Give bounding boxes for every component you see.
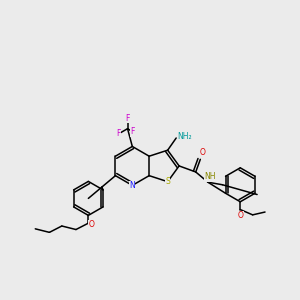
Text: F: F (131, 128, 135, 136)
Text: F: F (116, 130, 121, 139)
Text: NH: NH (204, 172, 215, 182)
Text: N: N (129, 181, 135, 190)
Text: O: O (237, 212, 243, 220)
Text: F: F (125, 114, 130, 123)
Text: O: O (88, 220, 94, 230)
Text: O: O (199, 148, 205, 158)
Text: NH₂: NH₂ (178, 132, 192, 141)
Text: S: S (165, 177, 170, 186)
